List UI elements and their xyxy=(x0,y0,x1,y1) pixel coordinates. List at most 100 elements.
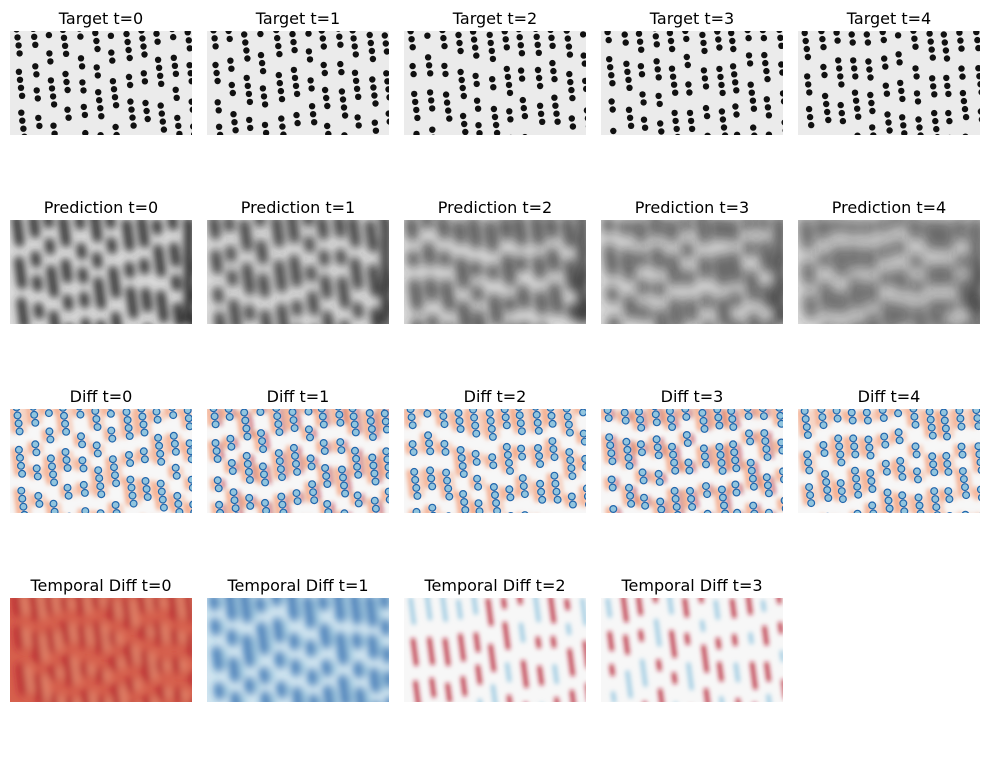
prediction-blur-layer xyxy=(12,220,192,324)
diff-dot xyxy=(835,442,844,451)
diff-dot xyxy=(818,413,827,422)
blur-streak xyxy=(487,263,498,281)
diff-dot xyxy=(532,409,539,411)
particle-dot xyxy=(142,99,149,107)
diff-dot xyxy=(731,480,740,489)
blur-streak xyxy=(350,257,363,291)
particle-dot xyxy=(835,57,842,64)
diff-dot xyxy=(107,426,116,435)
diff-dot xyxy=(304,425,313,434)
particle-dot xyxy=(125,73,133,81)
particle-dot xyxy=(63,78,70,86)
particle-dot xyxy=(732,79,739,86)
particle-layer xyxy=(801,31,980,135)
particle-dot xyxy=(699,31,706,39)
blur-streak xyxy=(242,262,255,296)
diff-dot xyxy=(764,508,773,513)
diff-dot xyxy=(622,437,631,446)
diff-dot xyxy=(879,413,888,423)
blur-streak xyxy=(638,278,649,296)
diff-dot xyxy=(159,503,168,512)
particle-dot xyxy=(913,90,921,97)
blur-streak xyxy=(717,296,730,324)
diff-dot xyxy=(819,421,828,430)
blur-streak xyxy=(547,247,560,273)
diff-dot xyxy=(259,445,268,454)
particle-dot xyxy=(445,107,452,114)
diff-dot xyxy=(156,479,165,488)
diff-dot xyxy=(884,496,893,505)
blur-streak xyxy=(92,251,103,269)
particle-dot xyxy=(32,63,39,70)
particle-dot xyxy=(160,126,168,133)
particle-dot xyxy=(371,119,378,126)
particle-dot xyxy=(957,37,964,44)
particle-dot xyxy=(702,83,710,90)
diff-dot xyxy=(384,463,389,472)
diff-dot xyxy=(411,475,420,484)
diff-dot xyxy=(869,509,878,513)
particle-dot xyxy=(780,98,783,105)
particle-dot xyxy=(77,31,82,32)
diff-dot xyxy=(973,414,980,423)
diff-dot xyxy=(428,503,437,512)
diff-dot xyxy=(172,471,181,480)
diff-dot xyxy=(61,419,70,428)
diff-dot xyxy=(79,480,88,489)
diff-dot xyxy=(129,499,138,508)
particle-dot xyxy=(837,101,844,109)
particle-dot xyxy=(641,124,649,131)
diff-dot xyxy=(669,450,678,459)
blur-streak xyxy=(620,220,631,237)
particle-dot xyxy=(411,90,418,98)
particle-dot xyxy=(125,46,132,54)
particle-dot xyxy=(340,104,348,111)
diff-dot xyxy=(563,412,572,421)
diff-dot xyxy=(240,409,249,417)
particle-dot xyxy=(895,51,902,58)
particle-dot xyxy=(154,38,161,45)
particle-dot xyxy=(279,123,286,130)
temporal-image xyxy=(601,598,783,702)
diff-dot xyxy=(279,508,288,513)
particle-dot xyxy=(31,33,38,40)
particle-dot xyxy=(635,31,643,37)
diff-dot xyxy=(489,482,498,491)
particle-dot xyxy=(277,87,285,95)
blur-streak xyxy=(228,298,241,324)
diff-dot xyxy=(671,494,680,503)
diff-dot xyxy=(682,412,691,421)
diff-dot xyxy=(259,470,268,479)
blur-streak xyxy=(816,220,828,241)
diff-dot xyxy=(506,493,515,502)
temporal-panel: Temporal Diff t=0 xyxy=(10,574,192,702)
blur-streak xyxy=(12,220,25,247)
particle-dot xyxy=(764,75,771,83)
diff-dot xyxy=(521,511,529,513)
particle-dot xyxy=(549,42,556,49)
particle-dot xyxy=(928,46,935,53)
particle-dot xyxy=(336,31,341,32)
particle-dot xyxy=(275,42,282,50)
diff-dot xyxy=(128,491,137,500)
panel-title: Prediction t=0 xyxy=(43,198,159,217)
blur-streak xyxy=(90,220,102,243)
particle-dot xyxy=(291,74,299,82)
particle-dot xyxy=(606,56,613,63)
diff-dot-layer xyxy=(406,409,586,513)
particle-dot xyxy=(93,37,100,45)
blur-streak xyxy=(943,297,954,315)
particle-dot xyxy=(487,39,494,47)
particle-dot xyxy=(764,104,772,111)
blur-streak xyxy=(800,220,813,251)
particle-dot xyxy=(720,124,728,131)
particle-dot xyxy=(261,101,269,108)
particle-dot xyxy=(128,106,135,113)
diff-dot xyxy=(12,409,21,412)
particle-dot xyxy=(157,102,164,109)
particle-dot xyxy=(639,91,646,98)
diff-dot xyxy=(957,422,966,431)
particle-dot xyxy=(292,82,300,90)
particle-dot xyxy=(214,99,221,106)
blur-streak xyxy=(847,220,858,237)
